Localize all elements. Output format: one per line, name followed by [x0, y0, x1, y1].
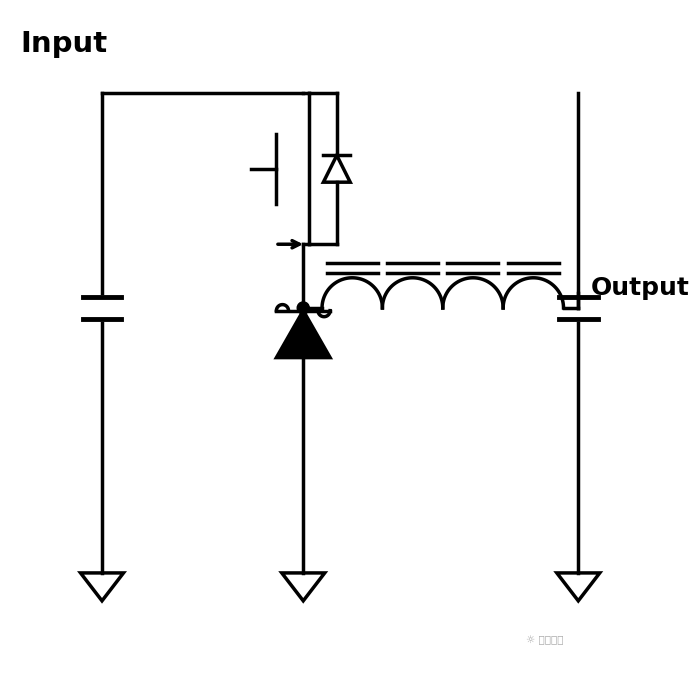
Text: Output: Output [590, 276, 690, 300]
Text: ☼ 摩尔宝堂: ☼ 摩尔宝堂 [526, 635, 564, 645]
Text: Input: Input [20, 29, 107, 57]
Circle shape [298, 302, 309, 314]
Polygon shape [276, 311, 330, 358]
